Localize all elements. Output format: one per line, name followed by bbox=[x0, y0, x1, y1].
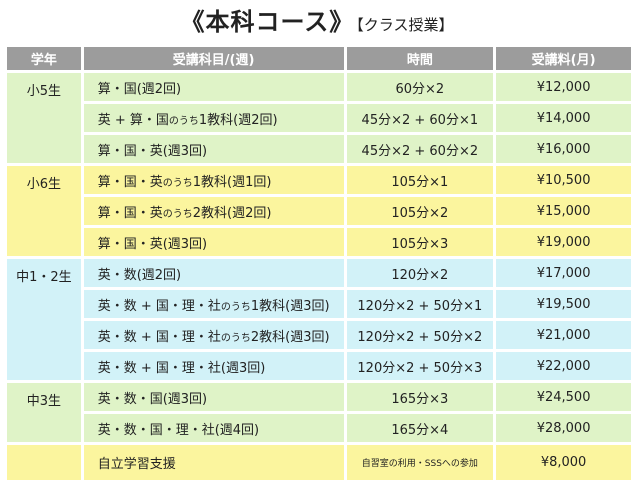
fee-cell: ¥24,500 bbox=[496, 383, 631, 411]
course-cell: 算・国(週2回) bbox=[83, 73, 344, 101]
course-cell: 英・数 + 国・理・社のうち2教科(週3回) bbox=[83, 321, 344, 349]
fee-cell: ¥12,000 bbox=[496, 73, 631, 101]
table-row: 英・数 + 国・理・社のうち1教科(週3回) 120分×2 + 50分×1 ¥1… bbox=[7, 290, 631, 318]
header-fee: 受講料(月) bbox=[496, 47, 631, 70]
table-row: 算・国・英(週3回) 45分×2 + 60分×2 ¥16,000 bbox=[7, 135, 631, 163]
title-sub: 【クラス授業】 bbox=[356, 16, 454, 34]
table-row: 英・数 + 国・理・社のうち2教科(週3回) 120分×2 + 50分×2 ¥2… bbox=[7, 321, 631, 349]
time-cell: 120分×2 + 50分×3 bbox=[346, 352, 494, 380]
header-grade: 学年 bbox=[7, 47, 81, 70]
grade-cell: 中3生 bbox=[7, 383, 81, 442]
time-cell: 105分×1 bbox=[346, 166, 494, 194]
table-row: 英 + 算・国のうち1教科(週2回) 45分×2 + 60分×1 ¥14,000 bbox=[7, 104, 631, 132]
course-cell: 算・国・英(週3回) bbox=[83, 228, 344, 256]
course-cell: 算・国・英のうち1教科(週1回) bbox=[83, 166, 344, 194]
fee-cell: ¥19,500 bbox=[496, 290, 631, 318]
course-cell: 英・数 + 国・理・社のうち1教科(週3回) bbox=[83, 290, 344, 318]
fee-cell: ¥14,000 bbox=[496, 104, 631, 132]
fee-cell: ¥10,500 bbox=[496, 166, 631, 194]
fee-cell: ¥22,000 bbox=[496, 352, 631, 380]
group-grade6: 小6生 算・国・英のうち1教科(週1回) 105分×1 ¥10,500 算・国・… bbox=[7, 166, 631, 256]
group-self-study: 自立学習支援 自習室の利用・SSSへの参加 ¥8,000 bbox=[7, 445, 631, 480]
course-cell: 算・国・英(週3回) bbox=[83, 135, 344, 163]
grade-cell: 中1・2生 bbox=[7, 259, 81, 380]
time-cell: 165分×3 bbox=[346, 383, 494, 411]
table-row: 英・数・国・理・社(週4回) 165分×4 ¥28,000 bbox=[7, 414, 631, 442]
table-row: 算・国・英(週3回) 105分×3 ¥19,000 bbox=[7, 228, 631, 256]
course-cell: 英・数 + 国・理・社(週3回) bbox=[83, 352, 344, 380]
course-cell: 英・数・国・理・社(週4回) bbox=[83, 414, 344, 442]
table-row: 英・数 + 国・理・社(週3回) 120分×2 + 50分×3 ¥22,000 bbox=[7, 352, 631, 380]
grade-cell: 小6生 bbox=[7, 166, 81, 256]
fee-cell: ¥28,000 bbox=[496, 414, 631, 442]
course-cell: 英 + 算・国のうち1教科(週2回) bbox=[83, 104, 344, 132]
table-row: 中1・2生 英・数(週2回) 120分×2 ¥17,000 bbox=[7, 259, 631, 380]
grade-cell: 小5生 bbox=[7, 73, 81, 163]
title-main: 《本科コース》 bbox=[180, 8, 355, 36]
course-cell: 英・数(週2回) bbox=[83, 259, 344, 287]
time-cell: 60分×2 bbox=[346, 73, 494, 101]
course-cell: 自立学習支援 bbox=[83, 445, 344, 480]
fee-cell: ¥15,000 bbox=[496, 197, 631, 225]
header-time: 時間 bbox=[346, 47, 494, 70]
time-cell: 120分×2 + 50分×2 bbox=[346, 321, 494, 349]
time-cell: 105分×2 bbox=[346, 197, 494, 225]
fee-cell: ¥19,000 bbox=[496, 228, 631, 256]
time-cell: 自習室の利用・SSSへの参加 bbox=[346, 445, 494, 480]
table-row: 自立学習支援 自習室の利用・SSSへの参加 ¥8,000 bbox=[7, 445, 631, 480]
time-cell: 45分×2 + 60分×2 bbox=[346, 135, 494, 163]
course-cell: 算・国・英のうち2教科(週2回) bbox=[83, 197, 344, 225]
group-junior3: 中3生 英・数・国(週3回) 165分×3 ¥24,500 英・数・国・理・社(… bbox=[7, 383, 631, 442]
fee-cell: ¥17,000 bbox=[496, 259, 631, 287]
table-row: 小6生 算・国・英のうち1教科(週1回) 105分×1 ¥10,500 bbox=[7, 166, 631, 256]
grade-cell bbox=[7, 445, 81, 480]
time-cell: 120分×2 bbox=[346, 259, 494, 287]
table-row: 小5生 算・国(週2回) 60分×2 ¥12,000 bbox=[7, 73, 631, 163]
table-row: 算・国・英のうち2教科(週2回) 105分×2 ¥15,000 bbox=[7, 197, 631, 225]
course-cell: 英・数・国(週3回) bbox=[83, 383, 344, 411]
table-header-row: 学年 受講科目/(週) 時間 受講料(月) bbox=[7, 47, 631, 70]
time-cell: 45分×2 + 60分×1 bbox=[346, 104, 494, 132]
course-fee-table: 学年 受講科目/(週) 時間 受講料(月) 小5生 算・国(週2回) 60分×2… bbox=[4, 44, 634, 483]
table-row: 中3生 英・数・国(週3回) 165分×3 ¥24,500 bbox=[7, 383, 631, 442]
fee-cell: ¥8,000 bbox=[496, 445, 631, 480]
time-cell: 165分×4 bbox=[346, 414, 494, 442]
page-title: 《本科コース》 【クラス授業】 bbox=[0, 0, 634, 44]
fee-cell: ¥21,000 bbox=[496, 321, 631, 349]
time-cell: 105分×3 bbox=[346, 228, 494, 256]
fee-cell: ¥16,000 bbox=[496, 135, 631, 163]
group-grade5: 小5生 算・国(週2回) 60分×2 ¥12,000 英 + 算・国のうち1教科… bbox=[7, 73, 631, 163]
time-cell: 120分×2 + 50分×1 bbox=[346, 290, 494, 318]
header-course: 受講科目/(週) bbox=[83, 47, 344, 70]
group-junior12: 中1・2生 英・数(週2回) 120分×2 ¥17,000 英・数 + 国・理・… bbox=[7, 259, 631, 380]
